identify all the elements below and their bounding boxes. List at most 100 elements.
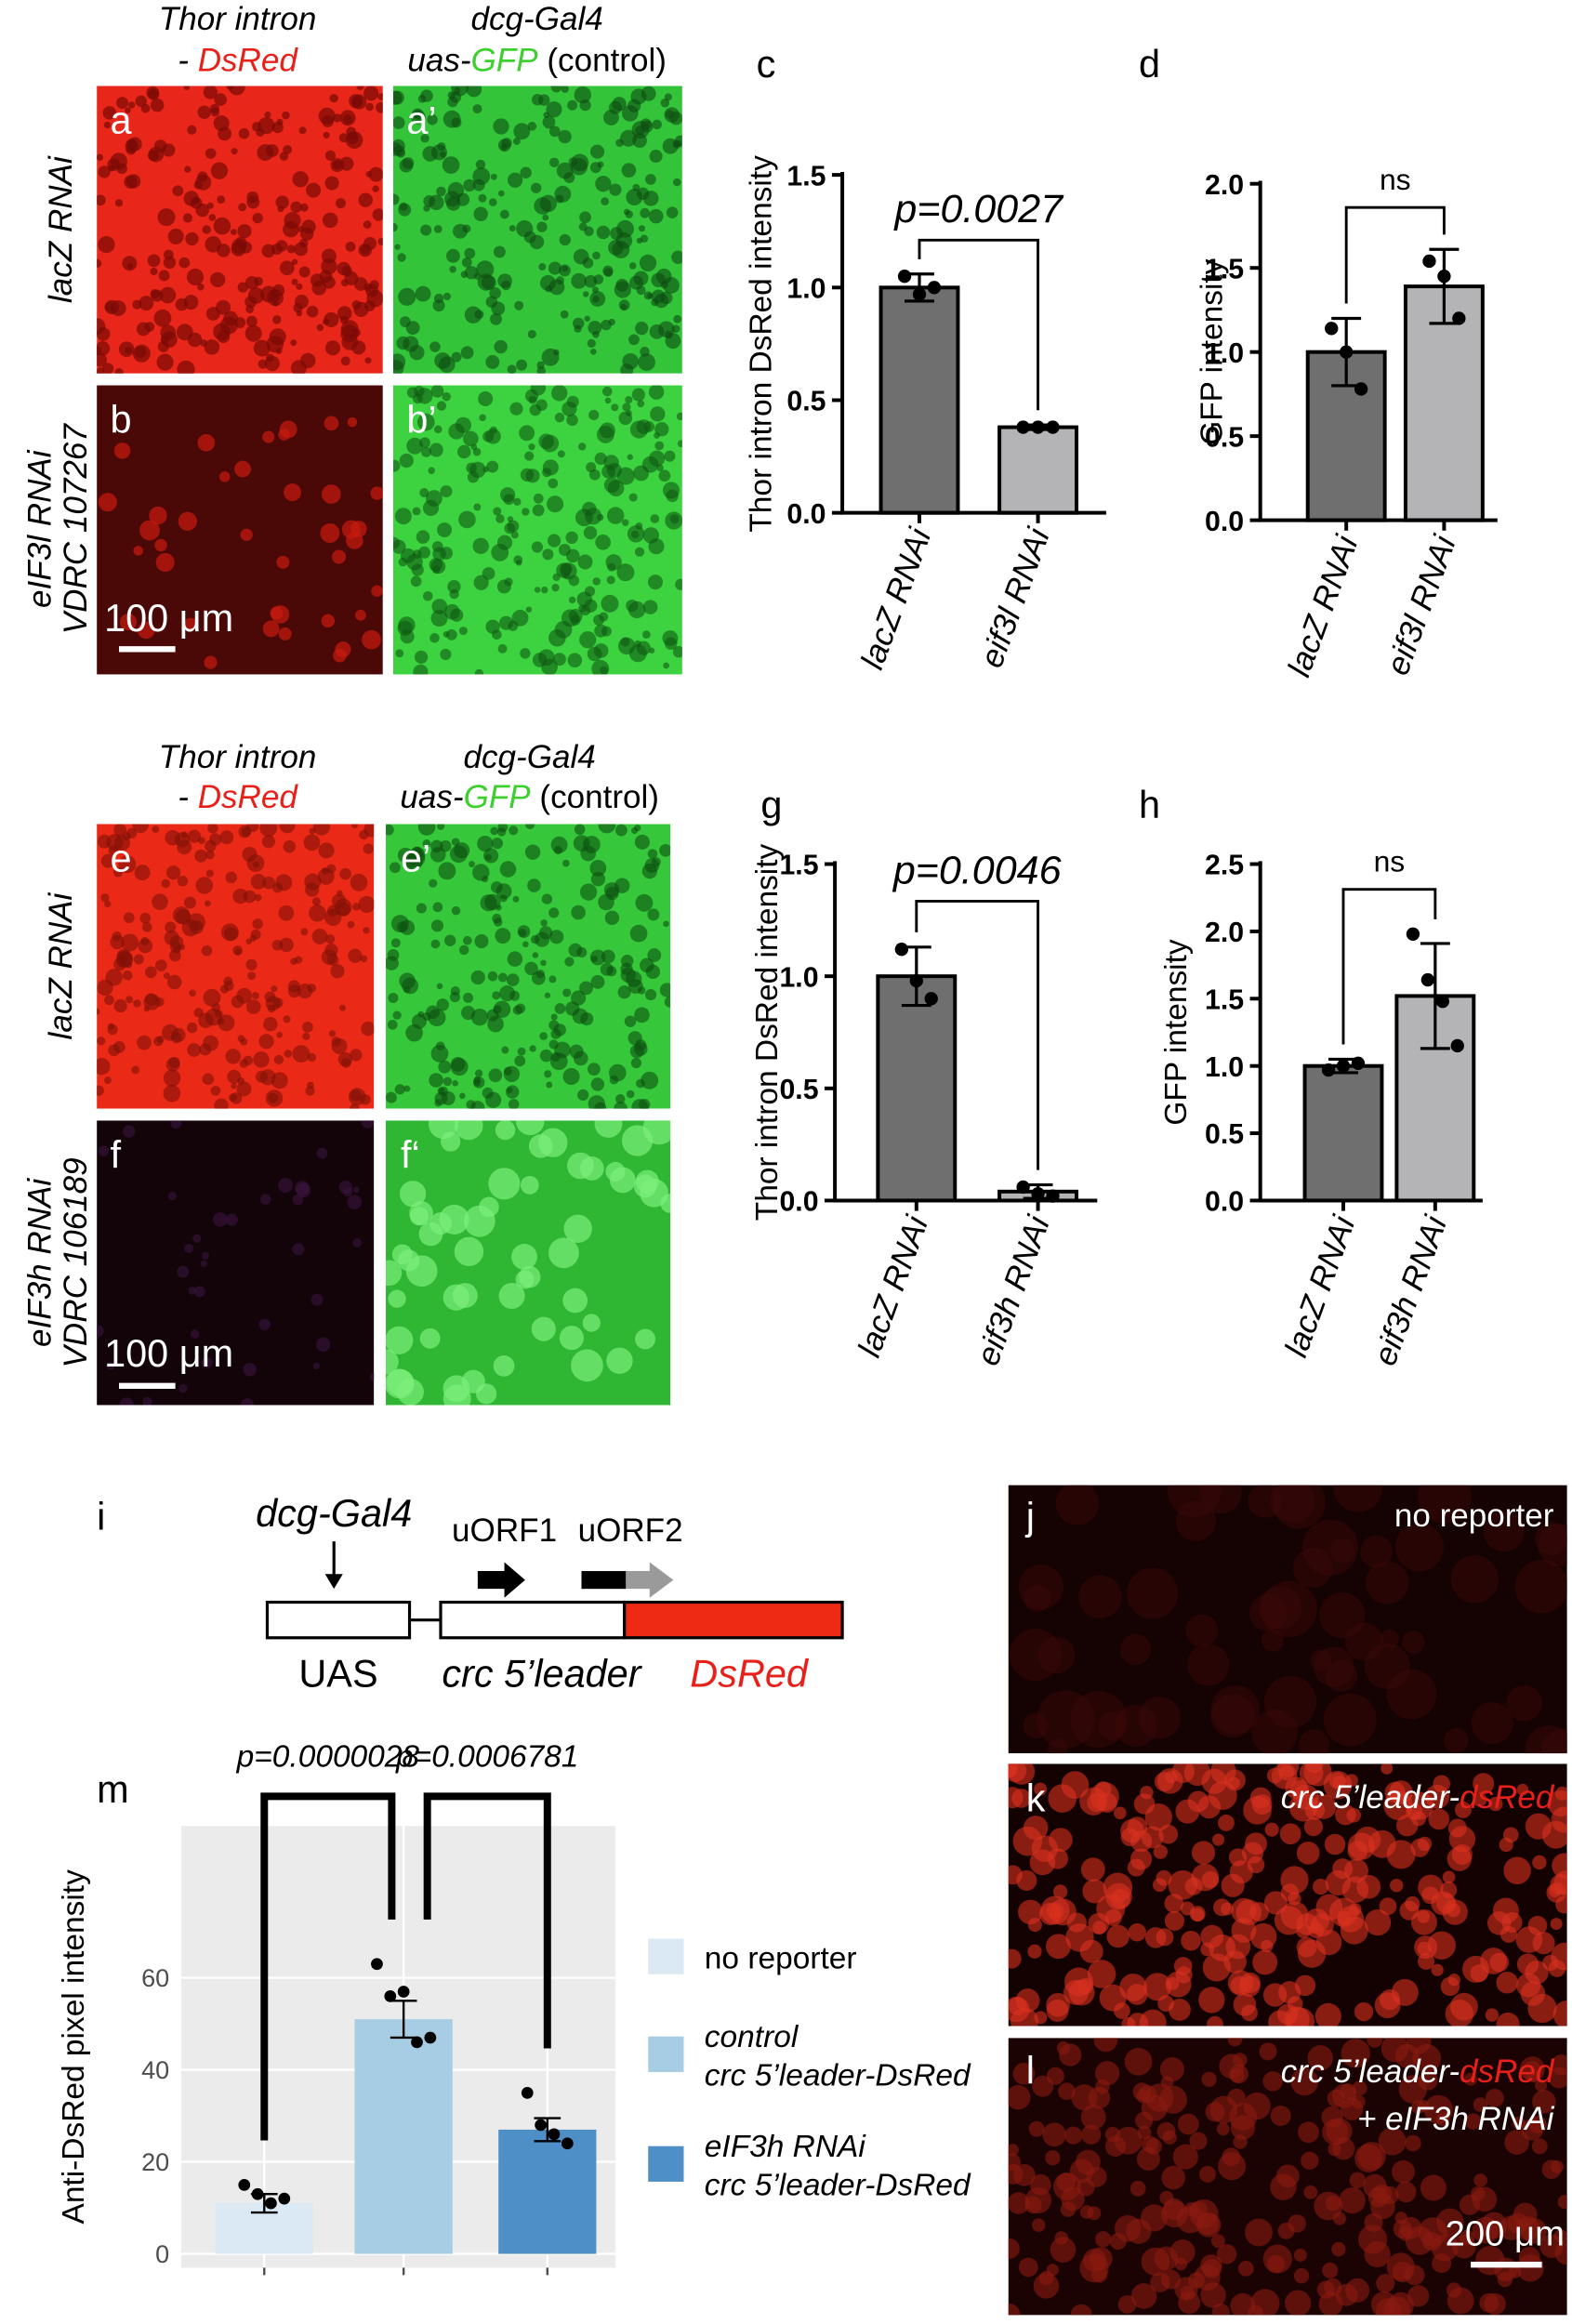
cell-texture (300, 227, 314, 241)
cell-texture (494, 339, 508, 354)
cell-texture (1213, 1898, 1231, 1917)
cell-texture (392, 539, 406, 554)
cell-texture (418, 1221, 443, 1247)
cell-texture (1237, 2260, 1254, 2277)
cell-texture (394, 244, 401, 250)
cell-texture (1550, 1918, 1563, 1931)
axes (1258, 861, 1483, 1203)
cell-texture (504, 577, 513, 587)
image-label: crc 5’leader-dsRed (1281, 1779, 1555, 1816)
cell-texture (1473, 1773, 1495, 1795)
cell-texture (412, 108, 424, 120)
cell-texture (478, 390, 494, 406)
cell-texture (1008, 1763, 1016, 1778)
cell-texture (204, 655, 218, 669)
cell-texture (97, 341, 111, 356)
cell-texture (165, 1057, 180, 1072)
cell-texture (516, 1120, 545, 1136)
cell-texture (1442, 1899, 1468, 1925)
cell-texture (1299, 1729, 1330, 1754)
cell-texture (544, 1070, 552, 1078)
legend-label: no reporter (705, 1941, 857, 1975)
significance-bracket (1341, 888, 1437, 1045)
cell-texture (550, 836, 568, 853)
cell-texture (1156, 2121, 1176, 2141)
cell-texture (1222, 2147, 1241, 2167)
cell-texture (598, 824, 616, 834)
cell-texture (183, 617, 197, 631)
micrograph (97, 385, 383, 675)
cell-texture (417, 824, 436, 836)
cell-texture (311, 897, 321, 906)
cell-texture (454, 1236, 484, 1267)
cell-texture (1046, 2067, 1064, 2085)
cell-texture (1532, 1932, 1555, 1955)
cell-texture (650, 406, 666, 422)
cell-texture (244, 296, 258, 309)
cell-texture (346, 532, 363, 549)
cell-texture (519, 425, 535, 442)
cell-texture (1218, 1815, 1235, 1831)
cell-texture (1008, 2084, 1031, 2110)
cell-texture (237, 224, 252, 239)
x-tick-label: lacZ RNAi (854, 522, 939, 674)
cell-texture (615, 139, 624, 148)
cell-texture (243, 890, 257, 904)
significance-bracket (915, 899, 1039, 1170)
y-tick-label: 0.0 (1205, 1187, 1244, 1218)
cell-texture (286, 244, 296, 254)
cell-texture (400, 629, 415, 644)
cell-texture (577, 1089, 589, 1102)
cell-texture (306, 182, 322, 198)
cell-texture (339, 315, 349, 324)
cell-texture (155, 552, 175, 573)
cell-texture (1398, 2226, 1413, 2241)
legend-label: crc 5’leader-DsRed (705, 2168, 971, 2202)
cell-texture (386, 1260, 403, 1287)
cell-texture (1525, 1813, 1552, 1840)
cell-texture (1473, 1792, 1487, 1807)
cell-texture (259, 1069, 276, 1086)
cell-texture (460, 271, 469, 279)
cell-texture (1184, 1877, 1203, 1895)
cell-texture (108, 165, 115, 172)
cell-texture (566, 414, 578, 427)
cell-texture (473, 1076, 482, 1084)
cell-texture (437, 522, 453, 537)
cell-texture (358, 243, 372, 257)
cell-texture (258, 1318, 271, 1330)
cell-texture (474, 934, 489, 949)
cell-texture (1463, 2072, 1477, 2086)
cell-texture (292, 1045, 310, 1063)
cell-texture (568, 608, 583, 623)
cell-texture (532, 504, 545, 517)
cell-texture (539, 1049, 553, 1063)
cell-texture (1488, 1796, 1503, 1812)
cell-texture (626, 971, 642, 987)
cell-texture (551, 584, 560, 592)
cell-texture (614, 281, 631, 298)
y-tick-label: 0.5 (1205, 422, 1244, 453)
cell-texture (539, 194, 557, 213)
cell-texture (527, 121, 537, 131)
cell-texture (531, 182, 542, 193)
cell-texture (318, 842, 335, 859)
cell-texture (612, 241, 630, 258)
cell-texture (419, 437, 430, 449)
cell-texture (495, 928, 511, 944)
reporter-box (623, 1600, 844, 1640)
cell-texture (419, 1327, 441, 1349)
cell-texture (1345, 1622, 1384, 1661)
cell-texture (489, 286, 501, 299)
cell-texture (265, 1089, 284, 1107)
cell-texture (388, 1289, 406, 1308)
cell-texture (515, 1270, 535, 1289)
cell-texture (1138, 1697, 1181, 1739)
cell-texture (627, 454, 633, 460)
cell-texture (260, 1194, 271, 1205)
cell-texture (1391, 1978, 1419, 2006)
cell-texture (202, 225, 211, 234)
cell-texture (546, 101, 562, 118)
cell-texture (548, 975, 557, 984)
cell-texture (579, 981, 593, 996)
